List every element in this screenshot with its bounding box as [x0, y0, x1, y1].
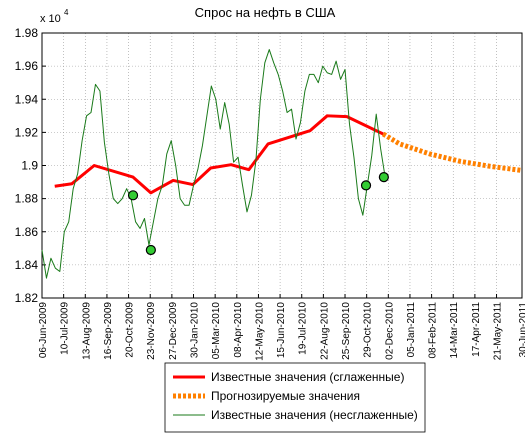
y-tick-label: 1.88 — [15, 192, 39, 206]
legend-label: Известные значения (несглаженные) — [211, 408, 418, 422]
legend-box — [164, 362, 426, 433]
x-tick-label: 27-Dec-2009 — [168, 302, 179, 360]
x-tick-label: 02-Dec-2010 — [384, 302, 395, 360]
y-tick-label: 1.84 — [15, 258, 39, 272]
marker — [378, 171, 389, 183]
x-tick-label: 30-Jan-2010 — [190, 302, 201, 359]
y-tick-label: 1.94 — [15, 92, 39, 106]
y-multiplier: x 10 — [40, 13, 61, 25]
x-tick-label: 16-Sep-2009 — [103, 302, 114, 360]
x-tick-label: 20-Oct-2009 — [125, 302, 136, 358]
x-tick-label: 08-Feb-2011 — [428, 302, 439, 359]
y-tick-label: 1.86 — [15, 225, 39, 239]
x-tick-label: 05-Mar-2010 — [211, 302, 222, 360]
y-tick-label: 1.96 — [15, 59, 39, 73]
series-line — [54, 114, 384, 195]
y-multiplier-exponent: 4 — [64, 8, 69, 17]
x-tick-label: 23-Nov-2009 — [146, 302, 157, 360]
marker — [127, 190, 139, 201]
x-tick-label: 06-Jun-2009 — [38, 302, 49, 359]
series-line — [381, 131, 523, 173]
x-tick-label: 29-Oct-2010 — [363, 302, 374, 358]
y-tick-label: 1.98 — [15, 26, 39, 40]
x-tick-label: 13-Aug-2009 — [81, 302, 92, 360]
axes-box — [41, 32, 523, 299]
x-tick-label: 22-Aug-2010 — [319, 302, 330, 360]
y-tick-label: 1.82 — [15, 291, 39, 305]
x-tick-label: 17-Apr-2011 — [471, 302, 482, 357]
x-tick-label: 30-Jun-2011 — [518, 302, 525, 358]
x-tick-label: 10-Jul-2009 — [60, 302, 71, 355]
x-tick-label: 05-Jan-2011 — [406, 302, 417, 358]
marker — [145, 244, 156, 256]
series-line — [41, 49, 386, 279]
x-tick-label: 14-Mar-2011 — [449, 302, 460, 359]
x-tick-label: 21-May-2011 — [493, 302, 504, 361]
x-tick-label: 12-May-2010 — [254, 302, 265, 361]
marker — [360, 180, 372, 191]
chart-title: Спрос на нефть в США — [195, 5, 336, 20]
x-tick-label: 15-Jun-2010 — [276, 302, 287, 359]
x-tick-label: 25-Sep-2010 — [341, 302, 352, 360]
y-tick-label: 1.9 — [21, 159, 38, 173]
x-tick-label: 08-Apr-2010 — [233, 302, 244, 358]
legend-label: Известные значения (сглаженные) — [211, 370, 404, 384]
legend-label: Прогнозируемые значения — [211, 389, 360, 403]
y-tick-label: 1.92 — [15, 125, 39, 139]
x-tick-label: 19-Jul-2010 — [298, 302, 309, 355]
